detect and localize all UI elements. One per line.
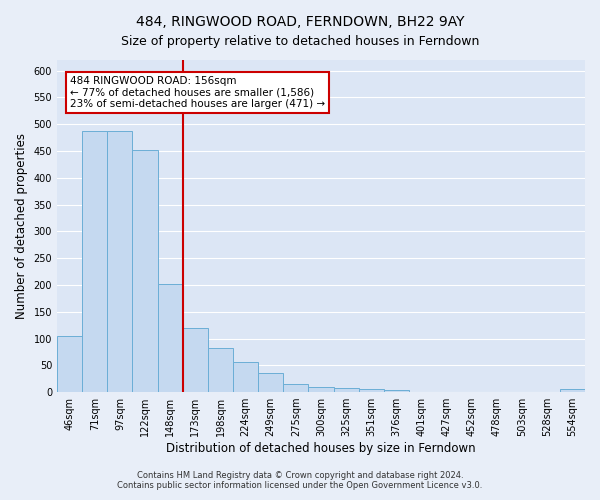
Bar (208, 348, 233, 392)
Bar (158, 284, 183, 392)
Text: 484, RINGWOOD ROAD, FERNDOWN, BH22 9AY: 484, RINGWOOD ROAD, FERNDOWN, BH22 9AY (136, 15, 464, 29)
Bar (258, 374, 283, 392)
Text: 484 RINGWOOD ROAD: 156sqm
← 77% of detached houses are smaller (1,586)
23% of se: 484 RINGWOOD ROAD: 156sqm ← 77% of detac… (70, 76, 325, 110)
Bar (233, 362, 258, 392)
Bar (308, 386, 334, 392)
Bar (57, 336, 82, 392)
Y-axis label: Number of detached properties: Number of detached properties (15, 133, 28, 319)
X-axis label: Distribution of detached houses by size in Ferndown: Distribution of detached houses by size … (166, 442, 476, 455)
Bar (384, 390, 409, 392)
Text: Contains HM Land Registry data © Crown copyright and database right 2024.
Contai: Contains HM Land Registry data © Crown c… (118, 470, 482, 490)
Bar (183, 328, 208, 392)
Bar (107, 131, 133, 392)
Bar (334, 388, 359, 392)
Bar (359, 390, 384, 392)
Bar (283, 384, 308, 392)
Bar (82, 131, 107, 392)
Bar (133, 150, 158, 392)
Text: Size of property relative to detached houses in Ferndown: Size of property relative to detached ho… (121, 35, 479, 48)
Bar (560, 390, 585, 392)
